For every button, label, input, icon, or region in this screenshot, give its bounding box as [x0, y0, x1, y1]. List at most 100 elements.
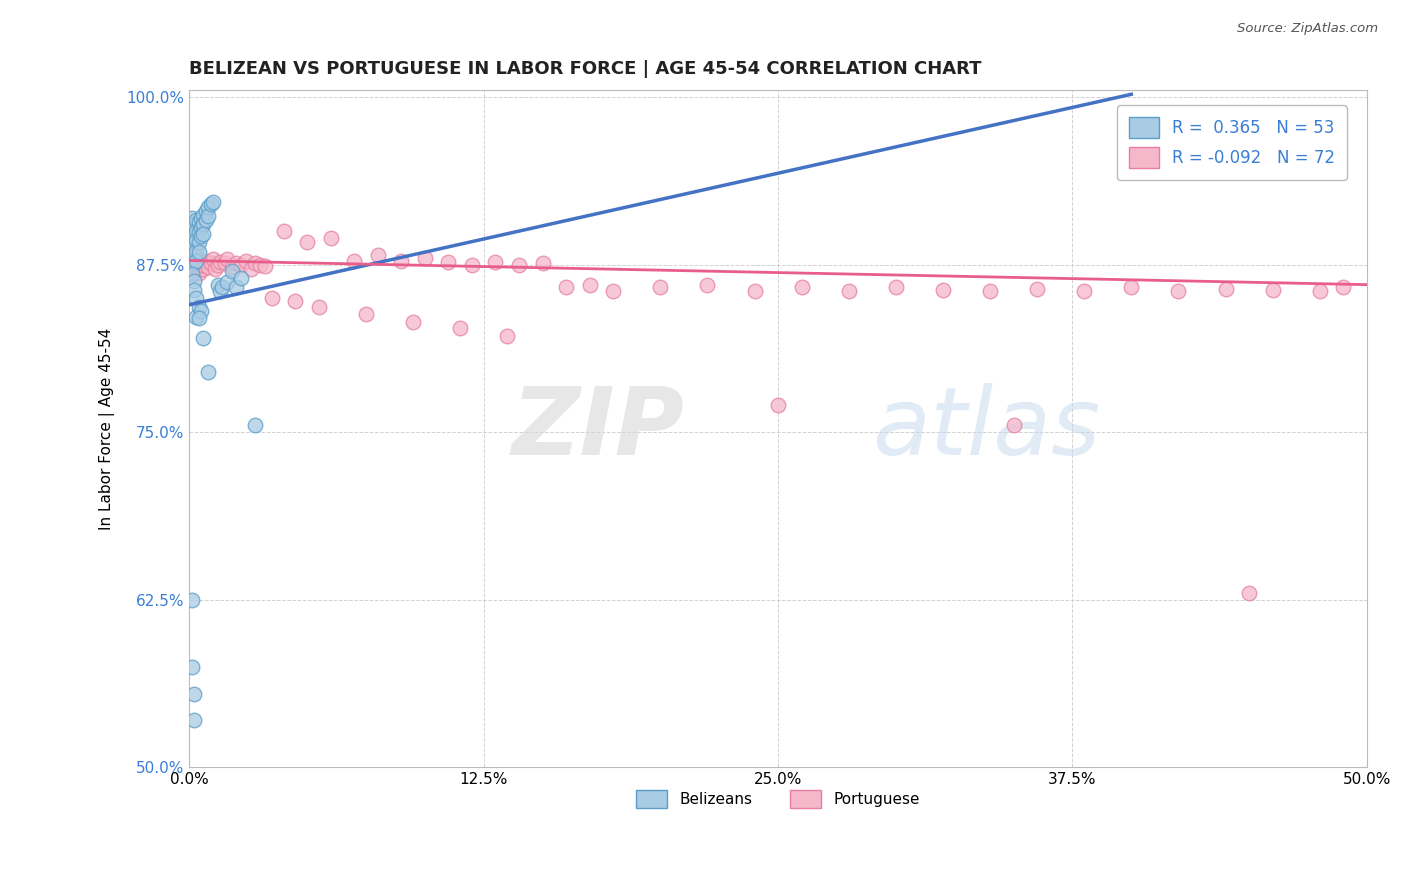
- Point: [186, 253, 208, 268]
- Point: [231, 271, 253, 285]
- Point: [979, 285, 1001, 299]
- Point: [1237, 586, 1260, 600]
- Point: [696, 277, 718, 292]
- Point: [180, 234, 202, 248]
- Point: [190, 219, 212, 234]
- Point: [295, 235, 318, 249]
- Point: [193, 217, 215, 231]
- Point: [194, 203, 217, 218]
- Point: [215, 275, 238, 289]
- Point: [183, 283, 205, 297]
- Point: [744, 285, 766, 299]
- Point: [200, 256, 222, 270]
- Point: [284, 293, 307, 308]
- Point: [208, 285, 231, 299]
- Point: [214, 256, 236, 270]
- Point: [190, 259, 212, 273]
- Point: [187, 266, 209, 280]
- Point: [193, 227, 215, 241]
- Point: [531, 256, 554, 270]
- Point: [389, 253, 412, 268]
- Point: [932, 283, 955, 297]
- Point: [1331, 280, 1354, 294]
- Point: [197, 209, 219, 223]
- Point: [1261, 283, 1284, 297]
- Point: [193, 331, 215, 345]
- Point: [190, 229, 212, 244]
- Point: [245, 418, 267, 433]
- Point: [183, 237, 205, 252]
- Point: [183, 256, 205, 270]
- Point: [187, 235, 209, 249]
- Point: [225, 280, 247, 294]
- Point: [508, 258, 530, 272]
- Point: [183, 274, 205, 288]
- Point: [197, 365, 219, 379]
- Point: [367, 248, 389, 262]
- Point: [183, 228, 205, 243]
- Point: [239, 261, 262, 276]
- Point: [484, 255, 506, 269]
- Point: [207, 277, 229, 292]
- Point: [190, 211, 212, 225]
- Point: [402, 315, 425, 329]
- Point: [186, 260, 208, 275]
- Point: [186, 234, 208, 248]
- Point: [190, 304, 212, 318]
- Point: [186, 251, 208, 265]
- Point: [183, 248, 205, 262]
- Point: [496, 328, 519, 343]
- Point: [186, 291, 208, 305]
- Point: [187, 301, 209, 315]
- Point: [180, 659, 202, 673]
- Point: [180, 224, 202, 238]
- Point: [766, 398, 789, 412]
- Point: [193, 258, 215, 272]
- Point: [197, 200, 219, 214]
- Point: [461, 258, 484, 272]
- Point: [221, 264, 243, 278]
- Point: [578, 277, 600, 292]
- Point: [413, 251, 436, 265]
- Legend: Belizeans, Portuguese: Belizeans, Portuguese: [630, 784, 925, 814]
- Point: [183, 258, 205, 272]
- Point: [187, 245, 209, 260]
- Point: [231, 258, 253, 272]
- Point: [183, 247, 205, 261]
- Point: [208, 255, 231, 269]
- Point: [186, 310, 208, 324]
- Point: [187, 214, 209, 228]
- Point: [650, 280, 672, 294]
- Point: [200, 197, 222, 211]
- Point: [207, 258, 229, 272]
- Point: [308, 301, 330, 315]
- Point: [180, 244, 202, 259]
- Point: [186, 224, 208, 238]
- Point: [183, 714, 205, 728]
- Point: [1309, 285, 1331, 299]
- Point: [1167, 285, 1189, 299]
- Text: atlas: atlas: [872, 384, 1101, 475]
- Point: [215, 252, 238, 267]
- Point: [187, 256, 209, 270]
- Point: [186, 244, 208, 259]
- Point: [193, 261, 215, 276]
- Point: [180, 267, 202, 281]
- Point: [253, 259, 276, 273]
- Point: [260, 291, 283, 305]
- Point: [221, 260, 243, 275]
- Point: [187, 311, 209, 326]
- Point: [343, 253, 366, 268]
- Point: [1215, 282, 1237, 296]
- Text: Source: ZipAtlas.com: Source: ZipAtlas.com: [1237, 22, 1378, 36]
- Point: [201, 252, 224, 267]
- Point: [197, 260, 219, 275]
- Point: [183, 217, 205, 231]
- Point: [1121, 280, 1143, 294]
- Point: [273, 224, 295, 238]
- Point: [211, 280, 233, 294]
- Point: [555, 280, 578, 294]
- Point: [180, 592, 202, 607]
- Point: [193, 208, 215, 222]
- Point: [190, 255, 212, 269]
